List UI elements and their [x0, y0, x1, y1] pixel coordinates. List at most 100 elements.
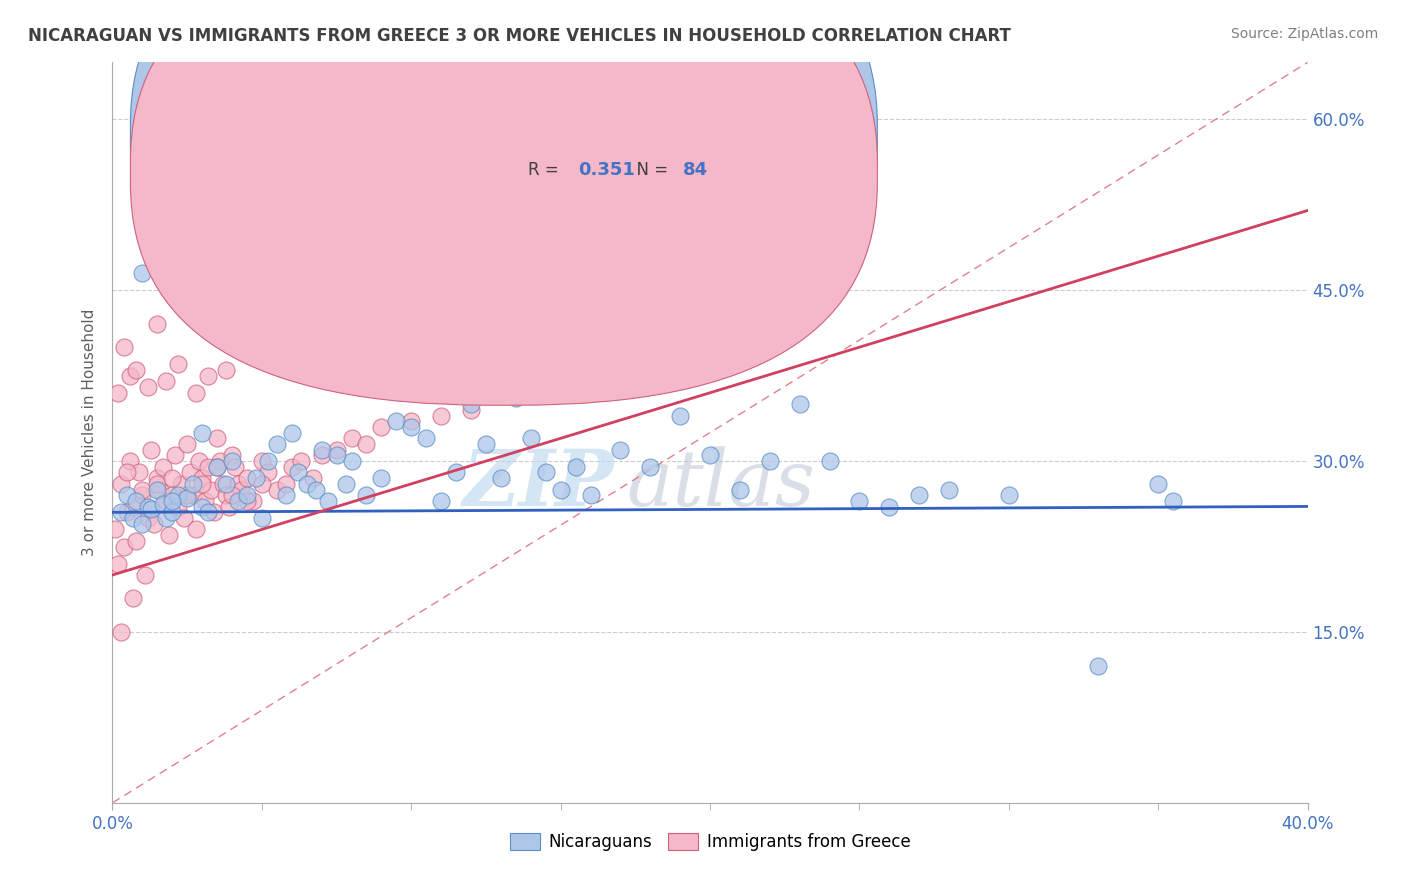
Point — [110, 624, 132, 639]
Point — [224, 459, 246, 474]
Point — [191, 169, 214, 184]
Point — [167, 488, 190, 502]
Point — [155, 511, 177, 525]
Point — [226, 494, 249, 508]
Point — [316, 494, 339, 508]
Point — [215, 363, 238, 377]
Y-axis label: 3 or more Vehicles in Household: 3 or more Vehicles in Household — [82, 309, 97, 557]
Point — [162, 494, 183, 508]
Point — [125, 494, 148, 508]
Point — [191, 500, 214, 514]
Text: 70: 70 — [682, 124, 707, 142]
Point — [669, 409, 692, 423]
Point — [311, 449, 333, 463]
Point — [325, 449, 347, 463]
Point — [274, 476, 297, 491]
Point — [550, 483, 572, 497]
Point — [401, 414, 423, 428]
Point — [305, 483, 328, 497]
Point — [250, 476, 273, 491]
Point — [242, 494, 264, 508]
Text: N =: N = — [627, 124, 673, 142]
Point — [236, 471, 259, 485]
Point — [340, 454, 363, 468]
Point — [107, 385, 129, 400]
Point — [138, 511, 160, 525]
Point — [138, 500, 160, 514]
Point — [998, 488, 1021, 502]
Point — [143, 516, 166, 531]
Point — [229, 483, 252, 497]
Point — [155, 494, 177, 508]
Point — [250, 454, 273, 468]
Point — [122, 500, 145, 514]
Point — [146, 476, 169, 491]
Point — [179, 466, 201, 480]
Point — [335, 476, 357, 491]
Point — [191, 471, 214, 485]
Point — [170, 476, 193, 491]
Point — [107, 557, 129, 571]
Point — [125, 533, 148, 548]
Point — [120, 368, 142, 383]
Point — [114, 340, 135, 354]
Point — [401, 420, 423, 434]
Point — [1087, 659, 1109, 673]
Point — [117, 466, 139, 480]
Point — [215, 476, 238, 491]
Text: atlas: atlas — [627, 446, 815, 523]
Point — [699, 449, 721, 463]
Point — [1161, 494, 1184, 508]
Point — [818, 454, 841, 468]
Point — [202, 505, 225, 519]
Point — [444, 466, 467, 480]
Point — [759, 454, 782, 468]
Point — [236, 488, 259, 502]
Point — [489, 471, 512, 485]
Point — [157, 528, 180, 542]
Point — [152, 497, 174, 511]
Point — [640, 459, 662, 474]
Point — [197, 459, 219, 474]
Point — [146, 483, 169, 497]
Point — [356, 488, 378, 502]
FancyBboxPatch shape — [458, 92, 747, 203]
Point — [138, 380, 160, 394]
Point — [281, 459, 304, 474]
Point — [236, 494, 259, 508]
Point — [181, 488, 204, 502]
Point — [340, 431, 363, 445]
Point — [141, 502, 163, 516]
Point — [125, 363, 148, 377]
Point — [110, 505, 132, 519]
Point — [879, 500, 901, 514]
Point — [149, 483, 172, 497]
Point — [152, 459, 174, 474]
Point — [520, 431, 543, 445]
Point — [186, 385, 208, 400]
Point — [385, 414, 408, 428]
Point — [609, 442, 631, 457]
Point — [848, 494, 870, 508]
Point — [186, 523, 208, 537]
Text: 0.013: 0.013 — [579, 124, 636, 142]
Point — [146, 471, 169, 485]
Point — [908, 488, 931, 502]
Point — [176, 488, 198, 502]
Point — [165, 449, 187, 463]
Point — [141, 442, 163, 457]
Point — [134, 568, 156, 582]
Point — [534, 466, 557, 480]
Point — [191, 476, 214, 491]
Point — [122, 591, 145, 605]
Text: Source: ZipAtlas.com: Source: ZipAtlas.com — [1230, 27, 1378, 41]
Point — [188, 454, 211, 468]
Point — [114, 540, 135, 554]
Point — [430, 494, 453, 508]
Point — [131, 488, 153, 502]
Point — [325, 442, 347, 457]
Point — [370, 471, 392, 485]
Text: NICARAGUAN VS IMMIGRANTS FROM GREECE 3 OR MORE VEHICLES IN HOUSEHOLD CORRELATION: NICARAGUAN VS IMMIGRANTS FROM GREECE 3 O… — [28, 27, 1011, 45]
Point — [221, 454, 243, 468]
Text: ZIP: ZIP — [463, 446, 614, 523]
